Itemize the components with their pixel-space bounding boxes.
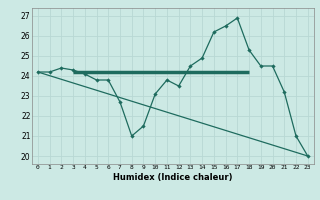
X-axis label: Humidex (Indice chaleur): Humidex (Indice chaleur)	[113, 173, 233, 182]
